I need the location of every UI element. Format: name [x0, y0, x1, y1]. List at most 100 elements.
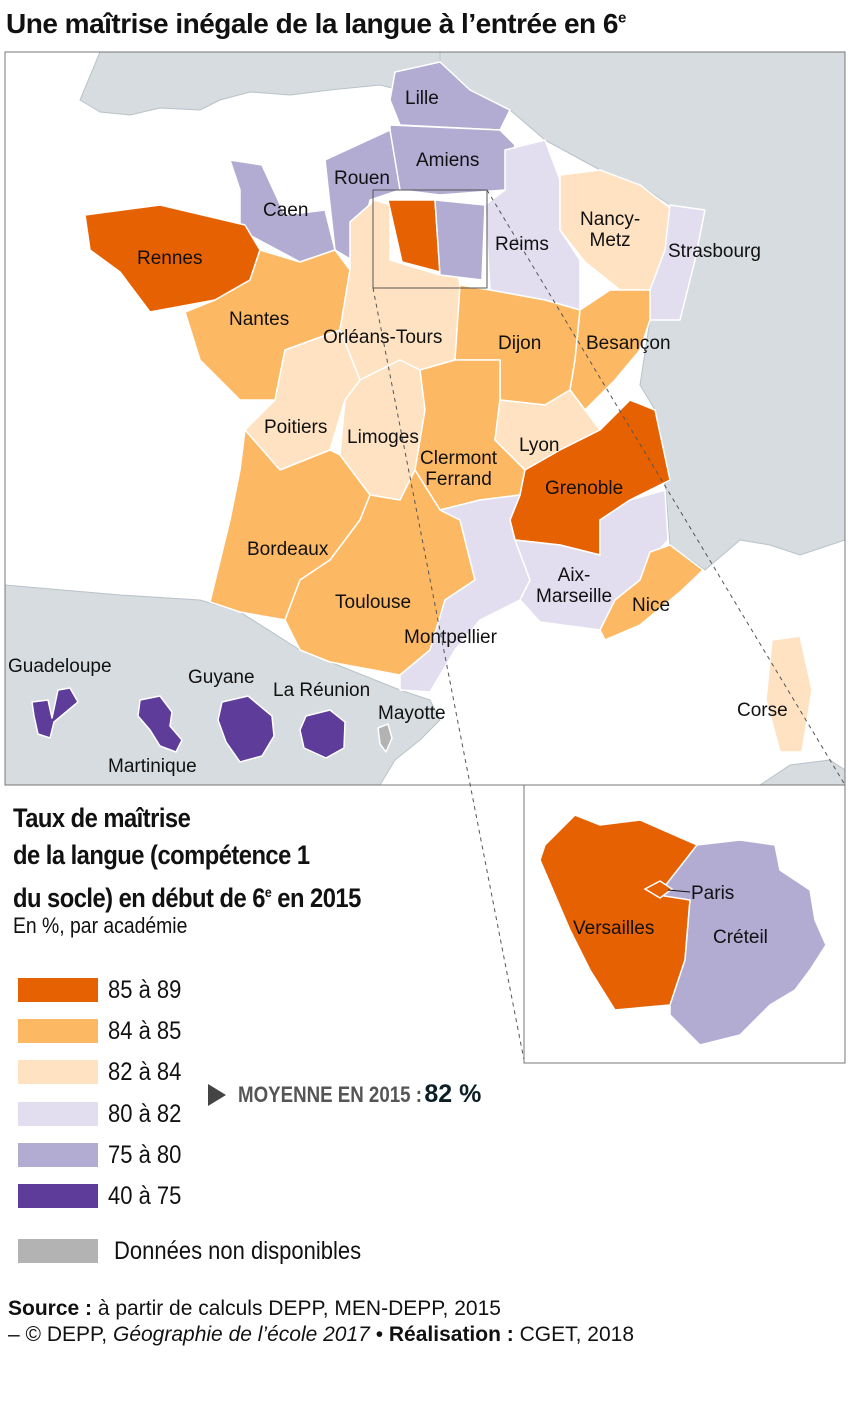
- inset-connector: [486, 189, 846, 786]
- region-creteil-small[interactable]: [434, 199, 486, 281]
- realisation-text: CGET, 2018: [513, 1323, 634, 1346]
- triangle-right-icon: [208, 1083, 226, 1106]
- region-nice[interactable]: [599, 544, 704, 641]
- credit-text: – © DEPP,: [8, 1323, 113, 1346]
- label-mayotte: Mayotte: [378, 703, 446, 724]
- legend-swatch: [18, 1019, 98, 1043]
- label-clermont-ferrand: Clermont Ferrand: [420, 448, 498, 490]
- publication-title: Géographie de l’école 2017: [112, 1323, 370, 1346]
- label-montpellier: Montpellier: [404, 627, 497, 648]
- legend-title: Taux de maîtrise de la langue (compétenc…: [13, 800, 361, 917]
- legend-swatch: [18, 1143, 98, 1167]
- title-sup: e: [617, 9, 626, 27]
- legend-label: 75 à 80: [108, 1140, 182, 1169]
- legend-title-text: du socle) en début de 6: [13, 883, 265, 913]
- realisation-label: Réalisation :: [388, 1323, 514, 1346]
- legend-item: 75 à 80: [18, 1140, 191, 1169]
- inset-region-creteil[interactable]: [656, 839, 827, 1046]
- legend-swatch: [18, 1102, 98, 1126]
- region-guyane[interactable]: [217, 695, 275, 763]
- label-nantes: Nantes: [229, 309, 290, 330]
- label-limoges: Limoges: [347, 427, 419, 448]
- label-guyane: Guyane: [188, 667, 255, 688]
- europe-land: [439, 52, 845, 571]
- legend-label: 84 à 85: [108, 1016, 182, 1045]
- legend-item-na: Données non disponibles: [18, 1236, 395, 1265]
- source-label: Source :: [8, 1297, 93, 1320]
- average-label: MOYENNE EN 2015 :: [238, 1081, 422, 1107]
- map-title: Une maîtrise inégale de la langue à l’en…: [6, 8, 626, 40]
- region-corse[interactable]: [765, 635, 813, 753]
- legend-item: 40 à 75: [18, 1181, 191, 1210]
- legend-item: 82 à 84: [18, 1057, 191, 1086]
- legend-label: 82 à 84: [108, 1057, 182, 1086]
- inset-region-paris[interactable]: [643, 880, 674, 899]
- label-nancy-metz: Nancy- Metz: [580, 209, 641, 251]
- region-lille[interactable]: [389, 61, 511, 131]
- label-paris: Paris: [691, 883, 735, 904]
- legend-label: 80 à 82: [108, 1099, 182, 1128]
- label-amiens: Amiens: [416, 150, 480, 171]
- source-text: à partir de calculs DEPP, MEN-DEPP, 2015: [92, 1297, 501, 1320]
- average-value: 82 %: [424, 1080, 482, 1108]
- label-reims: Reims: [495, 234, 549, 255]
- legend-item: 80 à 82: [18, 1099, 191, 1128]
- region-montpellier[interactable]: [399, 494, 531, 693]
- average-callout: MOYENNE EN 2015 : 82 %: [208, 1080, 481, 1109]
- label-rouen: Rouen: [334, 168, 390, 189]
- map-frame: [4, 51, 846, 786]
- legend-label: 40 à 75: [108, 1181, 182, 1210]
- africa-land: [759, 759, 845, 785]
- legend-label: 85 à 89: [108, 975, 182, 1004]
- region-mayotte[interactable]: [377, 723, 393, 753]
- legend-swatch: [18, 1184, 98, 1208]
- region-strasbourg[interactable]: [649, 204, 706, 321]
- label-toulouse: Toulouse: [335, 592, 412, 613]
- legend-title-line: de la langue (compétence 1: [13, 840, 310, 870]
- legend-swatch: [18, 1060, 98, 1084]
- label-lille: Lille: [405, 88, 439, 109]
- legend-title-sup: e: [264, 884, 272, 900]
- legend-label: Données non disponibles: [114, 1236, 362, 1265]
- legend-title-line: Taux de maîtrise: [13, 803, 191, 833]
- separator: •: [369, 1323, 389, 1346]
- academies: [31, 61, 813, 763]
- inset-connector: [372, 287, 525, 1061]
- source-line: Source : à partir de calculs DEPP, MEN-D…: [8, 1296, 634, 1322]
- label-orleans-tours: Orléans-Tours: [323, 327, 443, 348]
- region-besancon[interactable]: [569, 289, 651, 411]
- region-la-reunion[interactable]: [299, 709, 346, 759]
- legend-swatch: [18, 1239, 98, 1263]
- label-la-reunion: La Réunion: [273, 680, 371, 701]
- label-corse: Corse: [737, 700, 788, 721]
- label-dijon: Dijon: [498, 333, 542, 354]
- label-strasbourg: Strasbourg: [668, 241, 761, 262]
- label-creteil: Créteil: [713, 927, 768, 948]
- legend-item: 85 à 89: [18, 975, 191, 1004]
- label-martinique: Martinique: [108, 756, 197, 777]
- title-text: Une maîtrise inégale de la langue à l’en…: [6, 8, 618, 39]
- paris-leader-line: [667, 889, 691, 893]
- label-aix-marseille: Aix- Marseille: [536, 565, 613, 607]
- legend-swatch: [18, 978, 98, 1002]
- region-martinique[interactable]: [137, 695, 183, 753]
- label-guadeloupe: Guadeloupe: [8, 656, 112, 677]
- label-grenoble: Grenoble: [545, 478, 624, 499]
- label-bordeaux: Bordeaux: [247, 539, 329, 560]
- label-poitiers: Poitiers: [264, 417, 328, 438]
- label-caen: Caen: [263, 200, 309, 221]
- legend-title-text: en 2015: [271, 883, 361, 913]
- legend-item: 84 à 85: [18, 1016, 191, 1045]
- label-besancon: Besançon: [586, 333, 671, 354]
- legend-title-line: du socle) en début de 6e en 2015: [13, 874, 361, 917]
- label-rennes: Rennes: [137, 248, 203, 269]
- source-line: – © DEPP, Géographie de l’école 2017 • R…: [8, 1322, 634, 1348]
- label-versailles: Versailles: [573, 918, 655, 939]
- label-nice: Nice: [632, 595, 671, 616]
- source-note: Source : à partir de calculs DEPP, MEN-D…: [8, 1296, 634, 1348]
- idf-zoom-box: [372, 189, 488, 289]
- legend-subtitle: En %, par académie: [13, 913, 188, 938]
- region-guadeloupe[interactable]: [31, 687, 79, 739]
- label-lyon: Lyon: [519, 435, 560, 456]
